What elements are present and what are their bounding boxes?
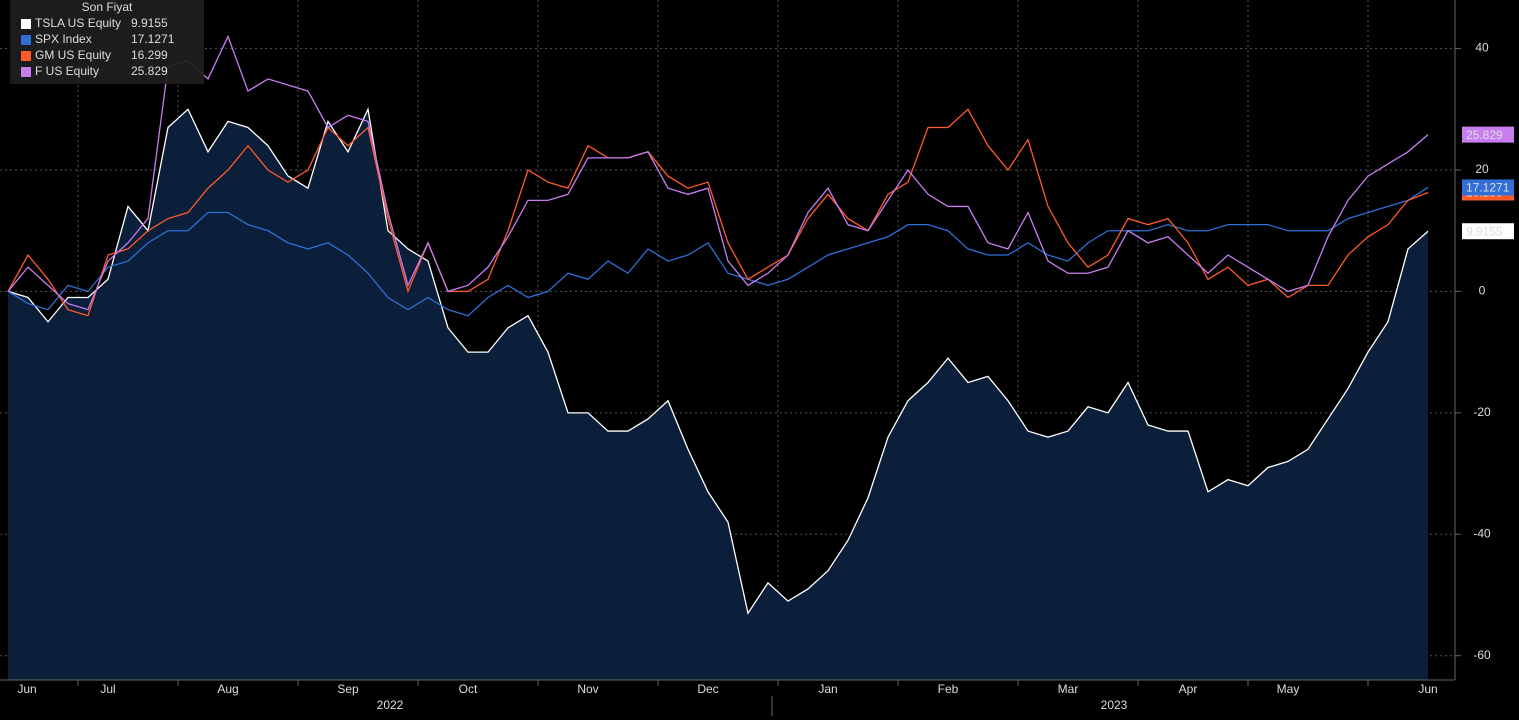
line [7, 108, 1429, 317]
y-tick-label: 20 [1475, 162, 1489, 176]
x-tick-label: Feb [938, 682, 959, 696]
legend-value: 16.299 [131, 48, 168, 62]
legend-swatch [21, 19, 31, 29]
plot [0, 0, 1455, 681]
legend-value: 25.829 [131, 64, 168, 78]
value-tag [1462, 223, 1514, 240]
line [7, 34, 1429, 311]
x-tick-label: Oct [459, 682, 478, 696]
x-tick-label: Aug [217, 682, 238, 696]
legend-swatch [21, 51, 31, 61]
legend-swatch [21, 35, 31, 45]
legend-label: F US Equity [35, 64, 99, 78]
legend-value: 9.9155 [131, 16, 168, 30]
value-tag-label: 9.9155 [1466, 224, 1503, 238]
legend: Son Fiyat TSLA US Equity 9.9155 SPX Index 1… [10, 0, 204, 84]
value-tag [1462, 126, 1514, 143]
x-tick-label: Jul [100, 682, 115, 696]
y-tick-label: -60 [1473, 648, 1491, 662]
legend-label: GM US Equity [35, 48, 111, 62]
x-tick-label: Dec [697, 682, 718, 696]
x-tick-label: Nov [577, 682, 598, 696]
value-tag-label: 25.829 [1466, 128, 1503, 142]
line [7, 107, 1429, 615]
y-tick-label: 40 [1475, 41, 1489, 55]
area [8, 109, 1428, 681]
legend-label: SPX Index [35, 32, 92, 46]
x-tick-label: May [1277, 682, 1300, 696]
year-label: 2023 [1101, 698, 1128, 712]
legend-value: 17.1271 [131, 32, 175, 46]
value-tag-label: 17.1271 [1466, 181, 1510, 195]
legend-box [10, 0, 204, 84]
y-tick-label: -20 [1473, 405, 1491, 419]
y-tick-label: 0 [1479, 284, 1486, 298]
legend-swatch [21, 67, 31, 77]
x-tick-label: Mar [1058, 682, 1079, 696]
x-tick-label: Sep [337, 682, 359, 696]
year-label: 2022 [377, 698, 404, 712]
value-tag [1462, 179, 1514, 196]
x-tick-label: Jun [1418, 682, 1437, 696]
line [7, 186, 1429, 317]
x-tick-label: Jun [17, 682, 36, 696]
x-tick-label: Jan [818, 682, 837, 696]
x-tick-label: Apr [1179, 682, 1198, 696]
legend-label: TSLA US Equity [35, 16, 121, 30]
y-tick-label: -40 [1473, 526, 1491, 540]
legend-title: Son Fiyat [82, 0, 133, 14]
